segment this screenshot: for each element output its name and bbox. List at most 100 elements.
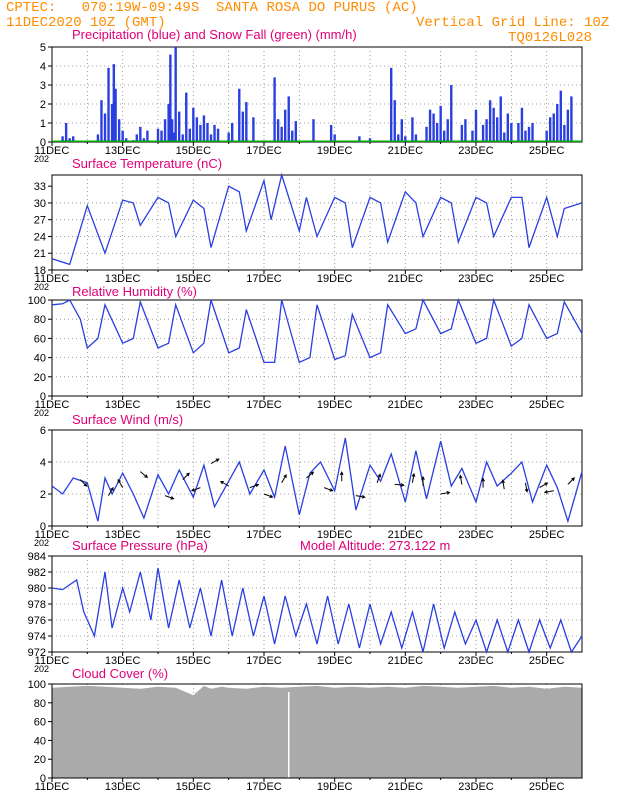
precip-bar [496,117,499,142]
x-tick-label: 21DEC [388,145,424,157]
wind-arrow-shaft [411,473,415,483]
precip-bar [227,132,230,142]
precip-bar [103,113,107,142]
x-tick-label: 13DEC [105,781,141,793]
x-tick-label: 17DEC [246,145,282,157]
panel-title: Cloud Cover (%) [72,666,168,681]
x-tick-label: 19DEC [317,529,353,541]
precip-bar [503,132,506,142]
wind-arrow-shaft [164,495,174,500]
precip-bar [172,132,176,142]
precip-bar [64,123,68,142]
y-tick-label: 24 [34,231,46,243]
precip-bar [520,107,524,142]
precip-bar [488,100,492,142]
precip-bar [566,109,570,142]
precip-bar [545,130,548,142]
wind-arrow-head [190,488,195,492]
x-tick-label: 15DEC [176,145,212,157]
x-tick-label: 13DEC [105,529,141,541]
x-tick-label: 15DEC [176,781,212,793]
precip-bar [443,130,446,142]
precip-bar [414,134,418,142]
panel-3: 0 2 4 6 11DEC 13DEC 15DEC 17DEC 19DEC 21DEC 23DEC 2… [34,412,583,548]
panel-1: 18 21 24 27 30 33 11DEC 13DEC 15DEC 17DEC 19DEC 21D… [34,156,583,292]
wind-arrow-shaft [539,482,548,489]
wind-arrow-shaft [210,458,220,465]
wind-arrow-shaft [376,474,381,483]
cloud-area [52,685,582,778]
precip-bar [390,67,393,142]
y-tick-label: 982 [28,567,46,579]
precip-bar [432,113,435,142]
precip-bar [471,130,474,142]
wind-arrow-shaft [440,491,450,495]
x-tick-label: 17DEC [246,781,282,793]
x-tick-label: 17DEC [246,273,282,285]
precip-bar [142,138,146,142]
x-tick-label: 13DEC [105,273,141,285]
wind-arrow-head [501,479,505,484]
x-tick-label: 11DEC [35,529,70,541]
x-tick-label: 21DEC [388,529,424,541]
precip-bar [435,123,439,142]
wind-arrow-head [544,482,549,486]
year-stub: 202 [34,664,49,674]
plot-frame [51,299,583,397]
precip-bar [446,119,449,142]
y-tick-label: 40 [34,353,46,365]
header-station: CPTEC: 070:19W-09:49S SANTA ROSA DO PURU… [6,0,418,16]
precip-bar [358,136,361,142]
precip-bar [195,117,199,142]
wind-arrow-shaft [117,479,124,488]
precip-bar [252,117,255,142]
y-tick-label: 3 [40,80,46,92]
precip-bar [428,109,432,142]
precip-bar [524,130,527,142]
precip-bar [400,119,403,142]
wind-arrow-shaft [544,490,554,493]
precip-bar [139,126,142,142]
wind-arrow-head [219,480,224,485]
series-line [51,437,583,524]
wind-arrow-shaft [323,487,333,492]
panel-title: Precipitation (blue) and Snow Fall (gree… [72,27,357,42]
wind-arrow-head [144,474,149,479]
precip-bar [499,96,502,142]
wind-arrow-head [458,474,463,479]
wind-arrow-head [481,477,485,482]
year-stub: 202 [34,408,49,418]
y-tick-label: 60 [34,333,46,345]
precip-bar [163,119,167,142]
y-tick-label: 80 [34,698,46,710]
precip-bar [527,126,531,142]
precip-bar [192,107,195,142]
precip-bar [506,113,509,142]
plot-frame-top [51,683,583,779]
wind-arrow-shaft [524,482,528,492]
x-tick-label: 11DEC [35,145,70,157]
precip-bar [294,121,297,142]
precip-bar [174,47,177,142]
precip-bar [170,119,174,142]
precip-bar [169,54,172,142]
wind-arrow-shaft [220,481,229,487]
precip-bar [287,96,290,142]
x-tick-label: 25DEC [529,529,565,541]
panel-5: 0 20 40 60 80 100 11DEC 13DEC 15DEC 17DEC 19DEC 21D… [28,666,583,793]
y-tick-label: 18 [34,265,46,277]
precip-bar [238,88,241,142]
precip-bar [100,100,103,142]
precip-bar [181,134,184,142]
panel-title: Surface Wind (m/s) [72,412,183,427]
wind-arrow-shaft [281,474,287,484]
precip-bar [202,115,206,142]
x-tick-label: 21DEC [388,273,424,285]
wind-arrow-head [339,471,344,476]
precip-bar [178,111,181,142]
header-grid-note: Vertical Grid Line: 10Z [416,15,610,31]
precip-bar [464,119,467,142]
precip-bar [291,130,294,142]
wind-arrow-shaft [263,493,273,498]
y-tick-label: 20 [34,754,46,766]
